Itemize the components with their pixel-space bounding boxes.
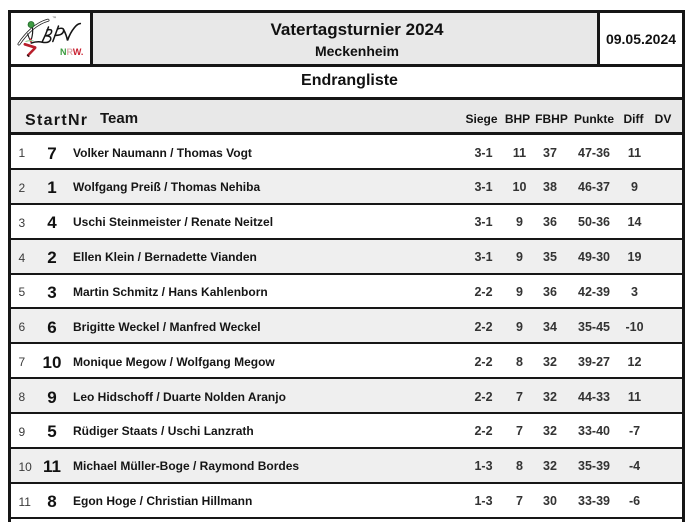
svg-text:™: ™ xyxy=(52,16,57,21)
svg-text:NRW.: NRW. xyxy=(60,47,83,57)
